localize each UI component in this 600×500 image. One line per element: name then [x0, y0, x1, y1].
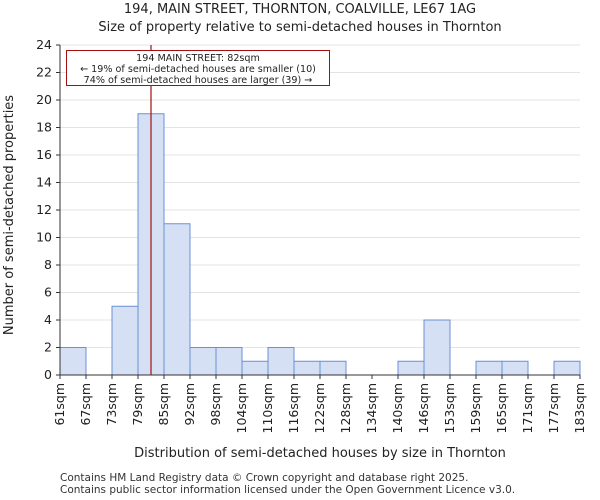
x-tick-label: 116sqm — [286, 383, 301, 433]
x-tick-label: 104sqm — [234, 383, 249, 433]
histogram-bar — [111, 305, 139, 376]
y-tick-label: 10 — [36, 230, 52, 245]
annotation-line-1: 194 MAIN STREET: 82sqm — [136, 53, 260, 64]
x-tick-label: 153sqm — [442, 383, 457, 433]
histogram-bar — [189, 347, 217, 376]
x-tick-label: 92sqm — [182, 383, 197, 426]
y-tick-label: 14 — [36, 175, 52, 190]
x-tick-label: 61sqm — [52, 383, 67, 426]
x-tick-label: 146sqm — [416, 383, 431, 433]
x-tick-label: 165sqm — [494, 383, 509, 433]
y-axis-label: Number of semi-detached properties — [2, 95, 17, 335]
x-tick-label: 140sqm — [390, 383, 405, 433]
y-tick-label: 2 — [44, 340, 52, 355]
x-tick-label: 110sqm — [260, 383, 275, 433]
annotation-line-3: 74% of semi-detached houses are larger (… — [83, 75, 313, 86]
annotation-line-2: ← 19% of semi-detached houses are smalle… — [80, 64, 316, 75]
x-tick-label: 183sqm — [572, 383, 587, 433]
x-axis-label: Distribution of semi-detached houses by … — [134, 446, 506, 461]
y-tick-label: 18 — [36, 120, 52, 135]
footer-line-2: Contains public sector information licen… — [60, 484, 516, 496]
x-tick-label: 122sqm — [312, 383, 327, 433]
y-tick-label: 0 — [44, 367, 52, 382]
x-tick-label: 134sqm — [364, 383, 379, 433]
histogram-bar — [215, 347, 243, 376]
histogram-bar — [423, 319, 451, 376]
y-tick-label: 8 — [44, 257, 52, 272]
x-tick-label: 177sqm — [546, 383, 561, 433]
x-tick-label: 85sqm — [156, 383, 171, 426]
y-tick-label: 20 — [36, 92, 52, 107]
histogram-bar — [241, 360, 269, 376]
histogram-bar — [267, 347, 295, 376]
histogram-bar — [59, 347, 87, 376]
y-tick-label: 22 — [36, 65, 52, 80]
footer-line-1: Contains HM Land Registry data © Crown c… — [60, 472, 469, 484]
histogram-bar — [501, 360, 529, 376]
y-tick-label: 24 — [36, 37, 52, 52]
x-tick-label: 98sqm — [208, 383, 223, 426]
x-tick-label: 73sqm — [104, 383, 119, 426]
y-tick-label: 16 — [36, 147, 52, 162]
histogram-bar — [397, 360, 425, 376]
x-tick-label: 171sqm — [520, 383, 535, 433]
property-annotation: 194 MAIN STREET: 82sqm ← 19% of semi-det… — [66, 50, 330, 86]
chart-subtitle: Size of property relative to semi-detach… — [98, 20, 502, 35]
histogram-bar — [319, 360, 347, 376]
histogram-bar — [163, 223, 191, 376]
x-tick-label: 67sqm — [78, 383, 93, 426]
histogram-bar — [475, 360, 503, 376]
x-tick-label: 128sqm — [338, 383, 353, 433]
y-tick-label: 12 — [36, 202, 52, 217]
y-tick-label: 4 — [44, 312, 52, 327]
chart-title: 194, MAIN STREET, THORNTON, COALVILLE, L… — [123, 2, 477, 17]
x-tick-label: 159sqm — [468, 383, 483, 433]
x-tick-label: 79sqm — [130, 383, 145, 426]
histogram-bar — [293, 360, 321, 376]
histogram-bar — [553, 360, 581, 376]
y-tick-label: 6 — [44, 285, 52, 300]
